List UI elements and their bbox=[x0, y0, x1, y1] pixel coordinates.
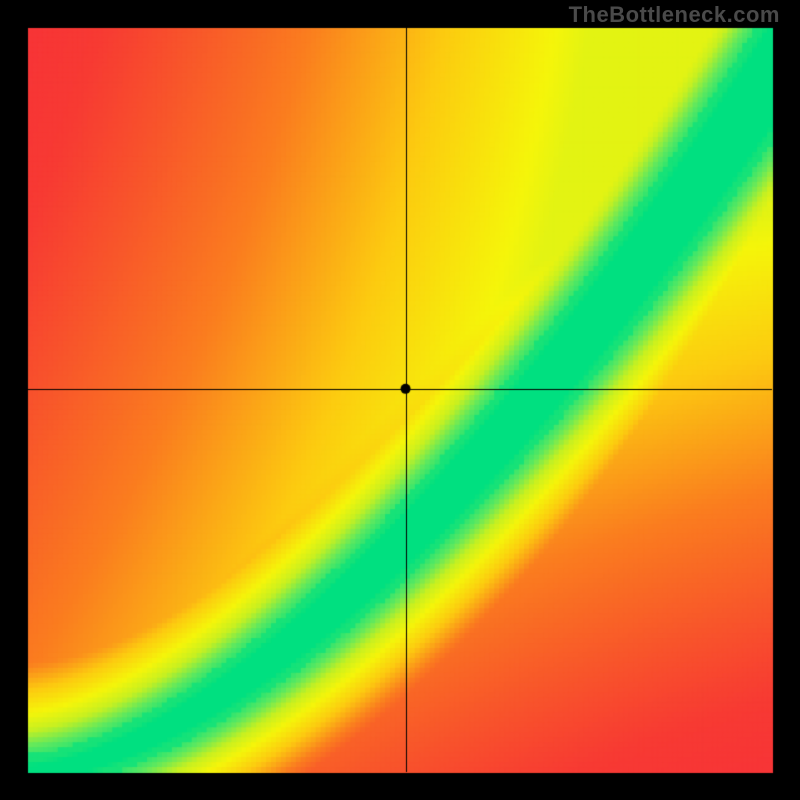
watermark-text: TheBottleneck.com bbox=[569, 2, 780, 28]
bottleneck-heatmap-canvas bbox=[0, 0, 800, 800]
